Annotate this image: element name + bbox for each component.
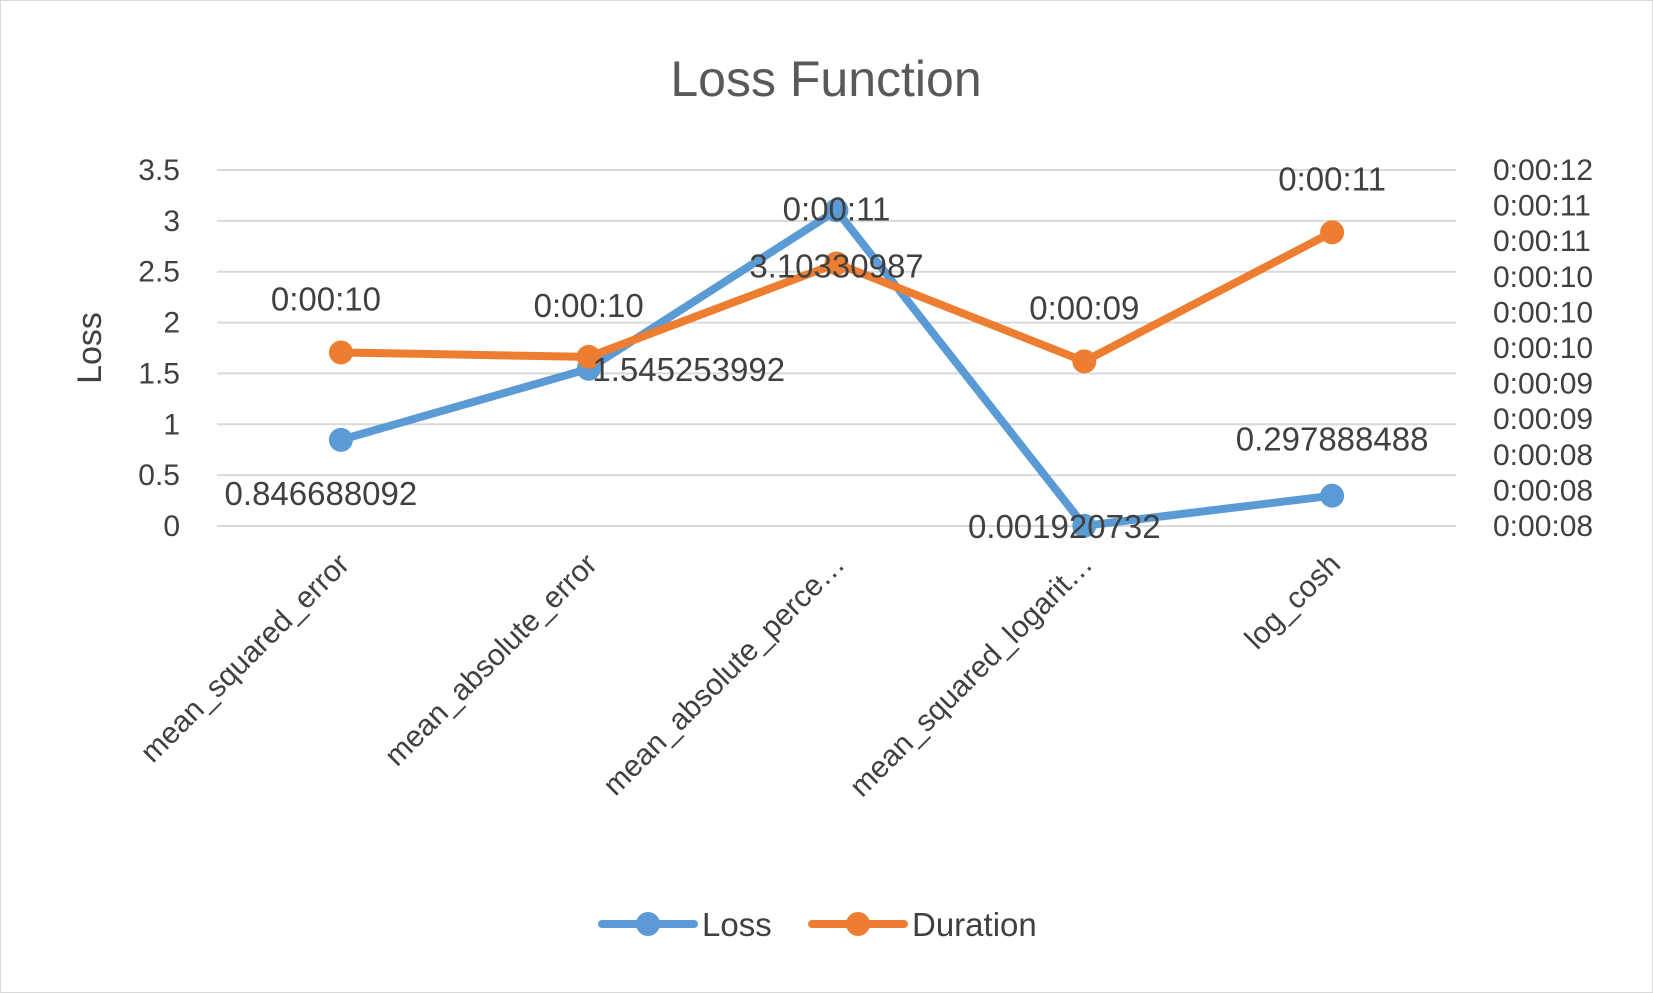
loss-data-label: 1.545253992 — [592, 351, 785, 388]
secondary-y-tick-label: 0:00:08 — [1493, 510, 1593, 543]
duration-data-label: 0:00:09 — [1029, 289, 1139, 326]
x-tick-label: mean_absolute_error — [379, 548, 604, 773]
secondary-y-tick-label: 0:00:08 — [1493, 439, 1593, 472]
loss-data-label: 3.10330987 — [749, 247, 923, 284]
y-tick-label: 2 — [163, 307, 180, 340]
y-tick-label: 0 — [163, 510, 180, 543]
legend-swatch-marker — [846, 912, 870, 936]
loss-point — [1072, 513, 1097, 538]
secondary-y-tick-label: 0:00:09 — [1493, 368, 1593, 401]
secondary-y-tick-label: 0:00:08 — [1493, 474, 1593, 507]
data-labels: 0.846688092 1.545253992 3.10330987 0.001920… — [225, 160, 1429, 545]
y-tick-label: 1 — [163, 408, 180, 441]
y-tick-label: 0.5 — [138, 459, 180, 492]
secondary-y-tick-label: 0:00:10 — [1493, 261, 1593, 294]
y-axis-label: Loss — [71, 312, 109, 384]
duration-data-label: 0:00:10 — [271, 280, 381, 317]
duration-point — [1072, 349, 1097, 374]
y-axis-ticks: 0 0.5 1 1.5 2 2.5 3 3.5 — [138, 154, 180, 543]
y-tick-label: 2.5 — [138, 256, 180, 289]
x-axis-ticks: mean_squared_error mean_absolute_errormea… — [134, 548, 1347, 804]
secondary-y-tick-label: 0:00:11 — [1493, 190, 1591, 223]
loss-data-label: 0.001920732 — [968, 508, 1161, 545]
duration-point — [824, 251, 849, 276]
duration-data-label: 0:00:10 — [534, 287, 644, 324]
loss-data-label: 0.297888488 — [1236, 421, 1429, 458]
duration-data-label: 0:00:11 — [1278, 160, 1386, 197]
y-tick-label: 3 — [163, 205, 180, 238]
duration-data-label: 0:00:11 — [783, 190, 891, 227]
x-tick-label: mean_absolute_perce… — [597, 548, 851, 802]
x-tick-label: log_cosh — [1239, 548, 1347, 656]
legend-label: Loss — [702, 906, 772, 943]
legend: Loss Duration — [598, 906, 1037, 943]
duration-point — [328, 340, 353, 365]
x-tick-label: mean_squared_logarit… — [844, 548, 1100, 804]
secondary-y-axis-ticks: 0:00:080:00:080:00:080:00:090:00:090:00:… — [1493, 154, 1593, 543]
duration-point — [1320, 220, 1345, 245]
series-lines — [328, 198, 1345, 538]
loss-point — [328, 427, 353, 452]
secondary-y-tick-label: 0:00:10 — [1493, 332, 1593, 365]
legend-label: Duration — [912, 906, 1037, 943]
duration-point — [576, 344, 601, 369]
loss-point — [824, 198, 849, 223]
secondary-y-tick-label: 0:00:10 — [1493, 296, 1593, 329]
secondary-y-tick-label: 0:00:11 — [1493, 225, 1591, 258]
loss-data-label: 0.846688092 — [225, 475, 418, 512]
x-tick-label: mean_squared_error — [134, 548, 355, 769]
legend-swatch-marker — [636, 912, 660, 936]
loss-point — [1320, 483, 1345, 508]
secondary-y-tick-label: 0:00:09 — [1493, 403, 1593, 436]
y-tick-label: 1.5 — [138, 357, 180, 390]
secondary-y-tick-label: 0:00:12 — [1493, 154, 1593, 187]
chart-title: Loss Function — [670, 51, 981, 107]
y-tick-label: 3.5 — [138, 154, 180, 187]
